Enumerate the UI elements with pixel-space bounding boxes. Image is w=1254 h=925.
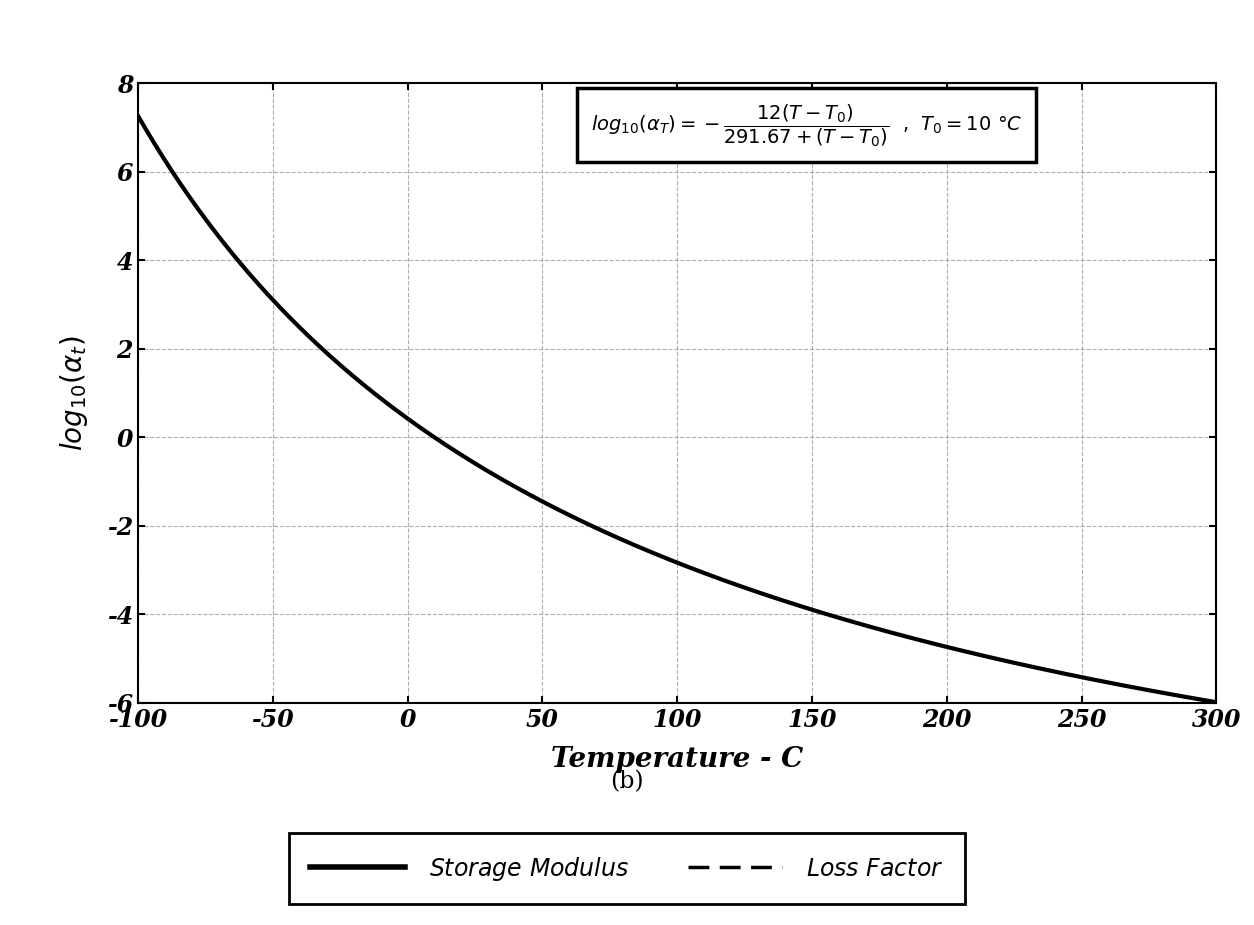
X-axis label: Temperature - C: Temperature - C xyxy=(551,746,804,772)
Text: (b): (b) xyxy=(611,771,643,793)
Legend: $\mathbf{\mathit{Storage\ Modulus}}$, $\mathbf{\mathit{Loss\ Factor}}$: $\mathbf{\mathit{Storage\ Modulus}}$, $\… xyxy=(290,833,964,904)
Text: $\mathbf{\mathit{log_{10}(\alpha_T) = -\dfrac{12(T-T_0)}{291.67+(T-T_0)}}}$  ,  : $\mathbf{\mathit{log_{10}(\alpha_T) = -\… xyxy=(591,102,1022,149)
Y-axis label: $\mathbf{\mathit{log_{10}(\alpha_t)}}$: $\mathbf{\mathit{log_{10}(\alpha_t)}}$ xyxy=(58,335,90,451)
